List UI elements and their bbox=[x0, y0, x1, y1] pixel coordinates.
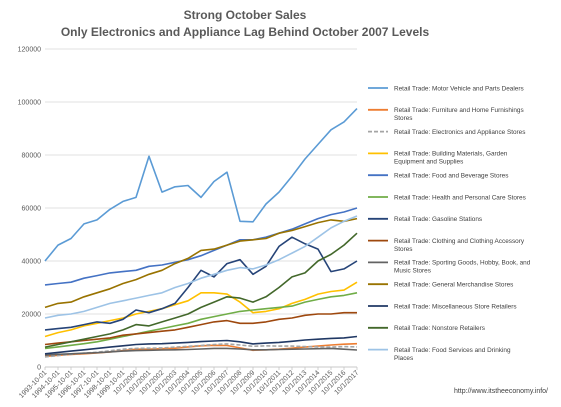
legend: Retail Trade: Motor Vehicle and Parts De… bbox=[368, 85, 531, 362]
legend-label: Retail Trade: Gasoline Stations bbox=[394, 216, 482, 223]
legend-label: Retail Trade: Food and Beverage Stores bbox=[394, 173, 508, 180]
y-tick-label: 80000 bbox=[22, 153, 42, 160]
legend-label: Retail Trade: Electronics and Appliance … bbox=[394, 129, 525, 136]
series-line bbox=[44, 207, 358, 286]
y-axis-ticks: 0 20000 40000 60000 80000 100000 120000 bbox=[18, 47, 41, 372]
series-line bbox=[44, 215, 358, 319]
y-tick-label: 20000 bbox=[22, 312, 42, 319]
legend-label: Retail Trade: Nonstore Retailers bbox=[394, 325, 485, 332]
legend-label: Retail Trade: Health and Personal Care S… bbox=[394, 194, 526, 201]
series-line bbox=[44, 292, 358, 350]
source-credit: http://www.itstheeconomy.info/ bbox=[454, 388, 548, 395]
series-line bbox=[44, 232, 358, 348]
series-line bbox=[44, 217, 358, 309]
y-tick-label: 60000 bbox=[22, 206, 42, 213]
y-tick-label: 120000 bbox=[18, 47, 41, 54]
series-lines bbox=[44, 108, 358, 358]
legend-label: Retail Trade: General Merchandise Stores bbox=[394, 282, 513, 289]
legend-label: Retail Trade: Building Materials, Garden… bbox=[394, 151, 508, 166]
series-line bbox=[44, 108, 358, 262]
y-tick-label: 100000 bbox=[18, 100, 41, 107]
legend-label: Retail Trade: Clothing and Clothing Acce… bbox=[394, 238, 525, 253]
legend-label: Retail Trade: Sporting Goods, Hobby, Boo… bbox=[394, 260, 531, 275]
chart-title: Strong October Sales bbox=[184, 8, 307, 22]
series-line bbox=[44, 347, 358, 356]
y-tick-label: 40000 bbox=[22, 259, 42, 266]
legend-label: Retail Trade: Food Services and Drinking… bbox=[394, 347, 511, 362]
y-tick-label: 0 bbox=[37, 365, 41, 372]
legend-label: Retail Trade: Miscellaneous Store Retail… bbox=[394, 303, 517, 310]
series-line bbox=[44, 311, 357, 346]
series-line bbox=[44, 335, 358, 355]
series-line bbox=[44, 236, 358, 331]
chart-subtitle: Only Electronics and Appliance Lag Behin… bbox=[61, 25, 430, 39]
series-line bbox=[44, 281, 358, 338]
series-line bbox=[44, 343, 358, 358]
legend-label: Retail Trade: Motor Vehicle and Parts De… bbox=[394, 85, 524, 92]
legend-label: Retail Trade: Furniture and Home Furnish… bbox=[394, 107, 524, 122]
